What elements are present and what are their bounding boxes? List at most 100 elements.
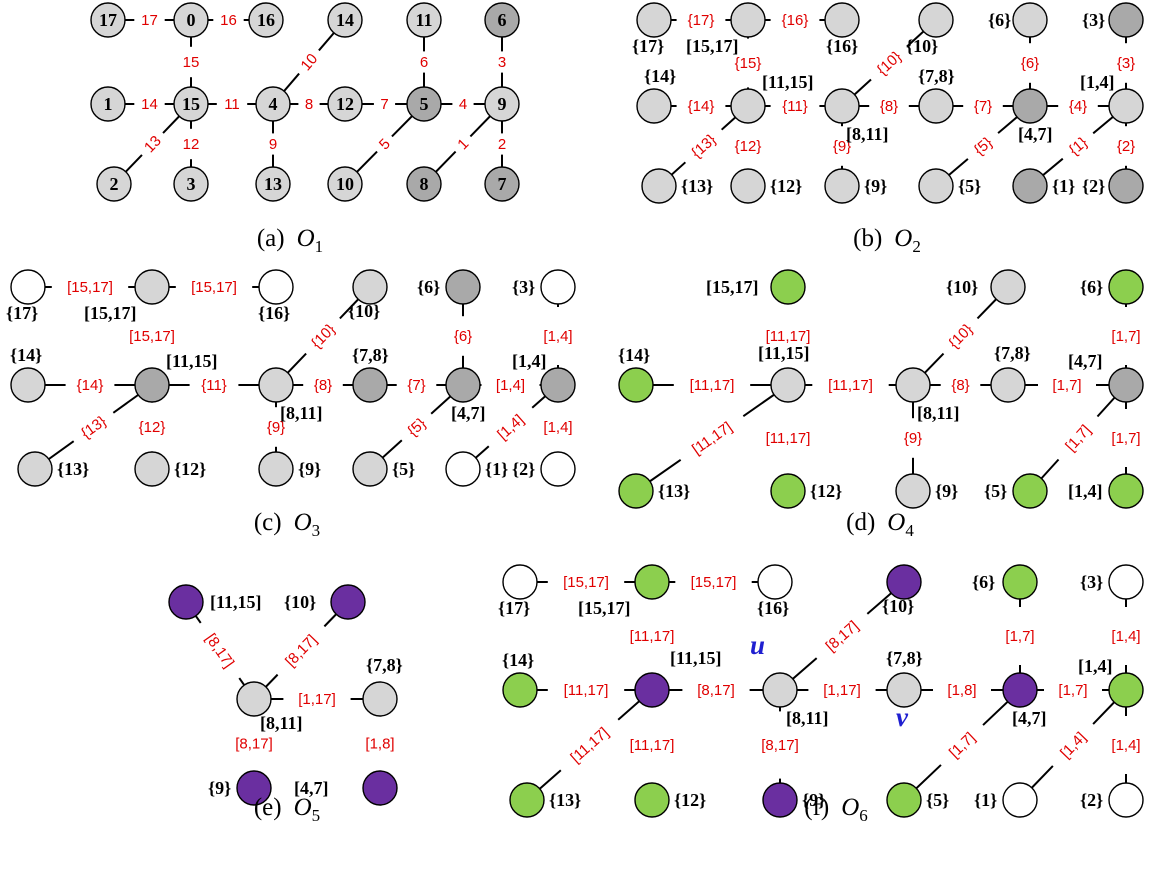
node-label: [15,17] xyxy=(84,303,137,323)
node-circle xyxy=(445,367,481,403)
edge-label: {11} xyxy=(782,98,808,115)
node-a-17: 17 xyxy=(90,2,126,38)
node-label: {10} xyxy=(946,277,978,297)
edge-label: {17} xyxy=(688,12,715,29)
node-circle xyxy=(509,782,545,818)
node-f-n9: {9} xyxy=(762,782,825,818)
panel-c: [15,17] [15,17] [15,17] {14} {11} {8} {7} [1,4]… xyxy=(6,269,576,540)
edge-c-n17-n1517: [15,17] xyxy=(28,279,152,296)
node-label: {17} xyxy=(6,303,38,323)
node-label: 15 xyxy=(182,94,200,114)
node-label: 13 xyxy=(264,174,282,194)
node-d-n10: {10} xyxy=(946,269,1026,305)
edge-f-n47-n5: [1,7] xyxy=(903,689,1021,801)
node-circle xyxy=(173,2,209,38)
edge-label: 5 xyxy=(376,135,394,153)
node-c-n5: {5} xyxy=(352,451,415,487)
node-b-n1115: [11,15] xyxy=(730,72,814,124)
node-circle xyxy=(248,2,284,38)
caption-prefix: (d) xyxy=(846,509,875,536)
node-label: [11,15] xyxy=(166,351,218,371)
node-label: 16 xyxy=(257,10,275,30)
node-b-n14: {14} xyxy=(636,66,676,124)
node-circle xyxy=(540,451,576,487)
edge-d-n78-n47: [1,7] xyxy=(1008,377,1126,394)
node-circle xyxy=(886,782,922,818)
node-d-n5: {5} xyxy=(984,473,1048,509)
node-d-n14: {14} xyxy=(618,345,654,403)
node-f-n13: {13} xyxy=(509,782,581,818)
node-label: {1} xyxy=(485,459,508,479)
edge-label: {8} xyxy=(951,377,969,394)
node-circle xyxy=(1108,88,1144,124)
node-b-n13: {13} xyxy=(641,168,713,204)
edge-label: [8,17] xyxy=(761,737,799,754)
node-label: [8,11] xyxy=(260,713,303,733)
node-circle xyxy=(1012,88,1048,124)
edge-label: {5} xyxy=(404,415,429,440)
edge-e-n1115-n811: [8,17] xyxy=(185,601,255,700)
node-d-n14b: [1,4] xyxy=(1068,473,1144,509)
node-f-n2: {2} xyxy=(1080,782,1144,818)
panel-d: [11,17] [11,17] [11,17] {8} [1,7] {10} [1,7] [1… xyxy=(618,269,1144,540)
edge-label: [8,17] xyxy=(697,682,735,699)
node-a-2: 2 xyxy=(96,166,132,202)
edge-label: [1,7] xyxy=(1111,328,1140,345)
node-circle xyxy=(168,584,204,620)
edge-label: 14 xyxy=(141,96,158,113)
node-d-n6: {6} xyxy=(1080,269,1144,305)
edge-label: [1,4] xyxy=(543,328,572,345)
node-circle xyxy=(173,166,209,202)
caption-prefix: (b) xyxy=(853,225,882,252)
v-marker: v xyxy=(896,702,909,732)
node-circle xyxy=(502,672,538,708)
node-label: [15,17] xyxy=(578,598,631,618)
edge-label: 16 xyxy=(220,12,237,29)
node-label: [8,11] xyxy=(917,403,960,423)
edge-label: 12 xyxy=(183,136,200,153)
node-label: [1,4] xyxy=(1080,72,1115,92)
node-circle xyxy=(634,564,670,600)
node-f-n47: [4,7] xyxy=(1002,672,1047,728)
edge-label: [1,7] xyxy=(1062,422,1094,455)
node-circle xyxy=(730,168,766,204)
edge-b-n14b-n1: {1} xyxy=(1029,105,1127,187)
node-b-n47: [4,7] xyxy=(1012,88,1053,144)
node-label: {14} xyxy=(502,650,534,670)
node-f-n1: {1} xyxy=(974,782,1038,818)
caption-prefix: (a) xyxy=(257,225,285,252)
node-circle xyxy=(824,2,860,38)
edge-b-n811-n10: {10} xyxy=(841,19,937,107)
caption-symbol: O xyxy=(887,509,905,536)
node-f-n6: {6} xyxy=(972,564,1038,600)
edge-label: 6 xyxy=(420,54,428,71)
u-marker: u xyxy=(750,630,765,660)
node-c-n1: {1} xyxy=(445,451,508,487)
node-label: [4,7] xyxy=(1012,708,1047,728)
node-c-n1517: [15,17] xyxy=(84,269,170,323)
node-label: {7,8} xyxy=(994,343,1031,363)
node-circle xyxy=(618,473,654,509)
edge-label: {8} xyxy=(880,98,898,115)
node-a-6: 6 xyxy=(484,2,520,38)
edge-label: {9} xyxy=(904,430,922,447)
edge-label: [11,17] xyxy=(766,328,811,345)
edge-f-n17-n1517: [15,17] xyxy=(520,574,652,591)
node-c-n13: {13} xyxy=(17,451,89,487)
edge-label: {11} xyxy=(201,377,227,394)
node-label: [11,15] xyxy=(758,343,810,363)
node-label: [11,15] xyxy=(670,648,722,668)
node-c-n9: {9} xyxy=(258,451,321,487)
node-circle xyxy=(1002,782,1038,818)
node-c-n17: {17} xyxy=(6,269,46,323)
edge-label: [11,17] xyxy=(766,430,811,447)
edge-label: {12} xyxy=(735,138,762,155)
node-circle xyxy=(502,564,538,600)
node-circle xyxy=(1012,473,1048,509)
node-label: [1,4] xyxy=(1068,481,1103,501)
edge-c-n1115-n811: {11} xyxy=(152,377,276,394)
node-e-n78: {7,8} xyxy=(362,655,403,717)
edge-label: [11,17] xyxy=(564,682,609,699)
node-circle xyxy=(330,584,366,620)
node-e-n47: [4,7] xyxy=(294,770,398,806)
